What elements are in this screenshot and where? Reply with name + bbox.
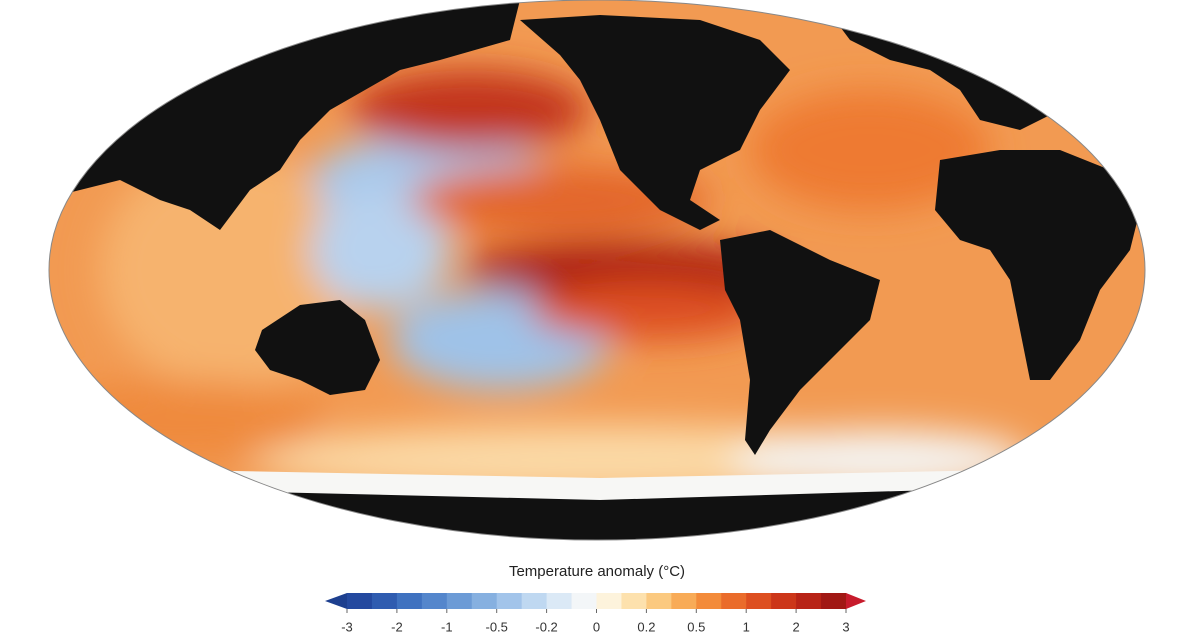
colorbar-swatch — [721, 593, 747, 609]
colorbar-swatch — [446, 593, 473, 609]
tick-label: 0 — [593, 619, 600, 634]
colorbar-swatch — [646, 593, 672, 609]
colorbar-swatch — [771, 593, 797, 609]
colorbar-swatch — [746, 593, 772, 609]
tick-label: 1 — [743, 619, 750, 634]
tick-label: -2 — [391, 619, 403, 634]
colorbar-swatch — [696, 593, 722, 609]
tick-label: 3 — [842, 619, 849, 634]
tick-label: 0.5 — [687, 619, 705, 634]
colorbar-swatch — [571, 593, 597, 609]
legend-title: Temperature anomaly (°C) — [509, 563, 685, 580]
colorbar: -3 -2 -1 -0.5 -0.2 0 0.2 0.5 1 2 3 — [325, 593, 866, 634]
colorbar-swatch — [421, 593, 448, 609]
north-america — [520, 15, 790, 230]
colorbar-swatch — [796, 593, 822, 609]
tick-label: 2 — [792, 619, 799, 634]
colorbar-end — [846, 593, 866, 609]
colorbar-swatch — [596, 593, 622, 609]
colorbar-swatch — [821, 593, 847, 609]
colorbar-swatch — [521, 593, 548, 609]
australia — [255, 300, 380, 395]
tick-label: -0.2 — [535, 619, 557, 634]
colorbar-swatch — [671, 593, 697, 609]
tick-label: -1 — [441, 619, 453, 634]
sea-ice — [180, 470, 1000, 500]
colorbar-end — [325, 593, 347, 609]
tick-label: -0.5 — [485, 619, 507, 634]
colorbar-swatch — [347, 593, 373, 609]
colorbar-swatch — [621, 593, 647, 609]
colorbar-swatch — [396, 593, 423, 609]
colorbar-swatch — [546, 593, 573, 609]
tick-label: 0.2 — [637, 619, 655, 634]
colorbar-swatch — [371, 593, 398, 609]
tick-label: -3 — [341, 619, 353, 634]
map-outline — [48, 0, 1146, 541]
colorbar-swatch — [496, 593, 523, 609]
south-america — [720, 230, 880, 455]
colorbar-swatch — [471, 593, 498, 609]
africa — [935, 150, 1140, 380]
